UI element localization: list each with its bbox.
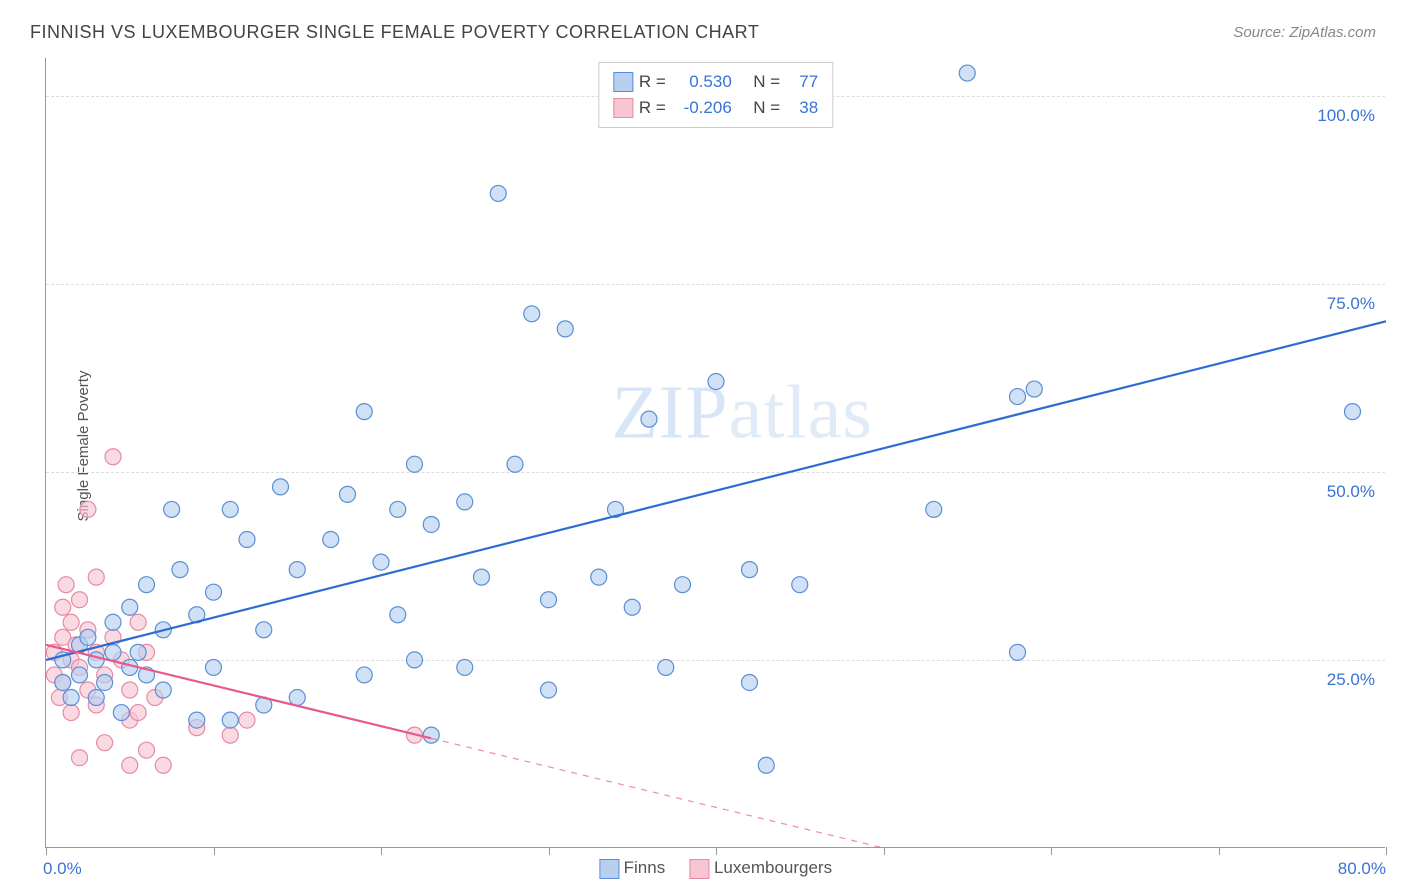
legend-item-finns: Finns — [599, 858, 665, 879]
r-label: R = — [639, 95, 666, 121]
legend-correlation-box: R = 0.530 N = 77 R = -0.206 N = 38 — [598, 62, 833, 128]
legend-row-luxembourgers: R = -0.206 N = 38 — [613, 95, 818, 121]
chart-title: FINNISH VS LUXEMBOURGER SINGLE FEMALE PO… — [30, 22, 759, 43]
swatch-luxembourgers-icon — [689, 859, 709, 879]
legend-item-luxembourgers: Luxembourgers — [689, 858, 832, 879]
chart-plot-area: ZIPatlas 25.0%50.0%75.0%100.0%0.0%80.0% … — [45, 58, 1385, 848]
swatch-finns-icon — [599, 859, 619, 879]
swatch-luxembourgers-icon — [613, 98, 633, 118]
source-label: Source: ZipAtlas.com — [1233, 24, 1376, 42]
legend-series-box: Finns Luxembourgers — [599, 858, 832, 879]
n-label: N = — [753, 95, 780, 121]
n-value-finns: 77 — [786, 69, 818, 95]
legend-label-finns: Finns — [624, 858, 666, 877]
r-label: R = — [639, 69, 666, 95]
source-prefix: Source: — [1233, 24, 1289, 41]
source-name: ZipAtlas.com — [1289, 24, 1376, 41]
r-value-luxembourgers: -0.206 — [672, 95, 732, 121]
r-value-finns: 0.530 — [672, 69, 732, 95]
legend-row-finns: R = 0.530 N = 77 — [613, 69, 818, 95]
n-label: N = — [753, 69, 780, 95]
legend-label-luxembourgers: Luxembourgers — [714, 858, 832, 877]
xtick-label: 0.0% — [43, 859, 82, 879]
scatter-plot-svg — [46, 58, 1385, 847]
xtick-label: 80.0% — [1338, 859, 1386, 879]
swatch-finns-icon — [613, 72, 633, 92]
n-value-luxembourgers: 38 — [786, 95, 818, 121]
